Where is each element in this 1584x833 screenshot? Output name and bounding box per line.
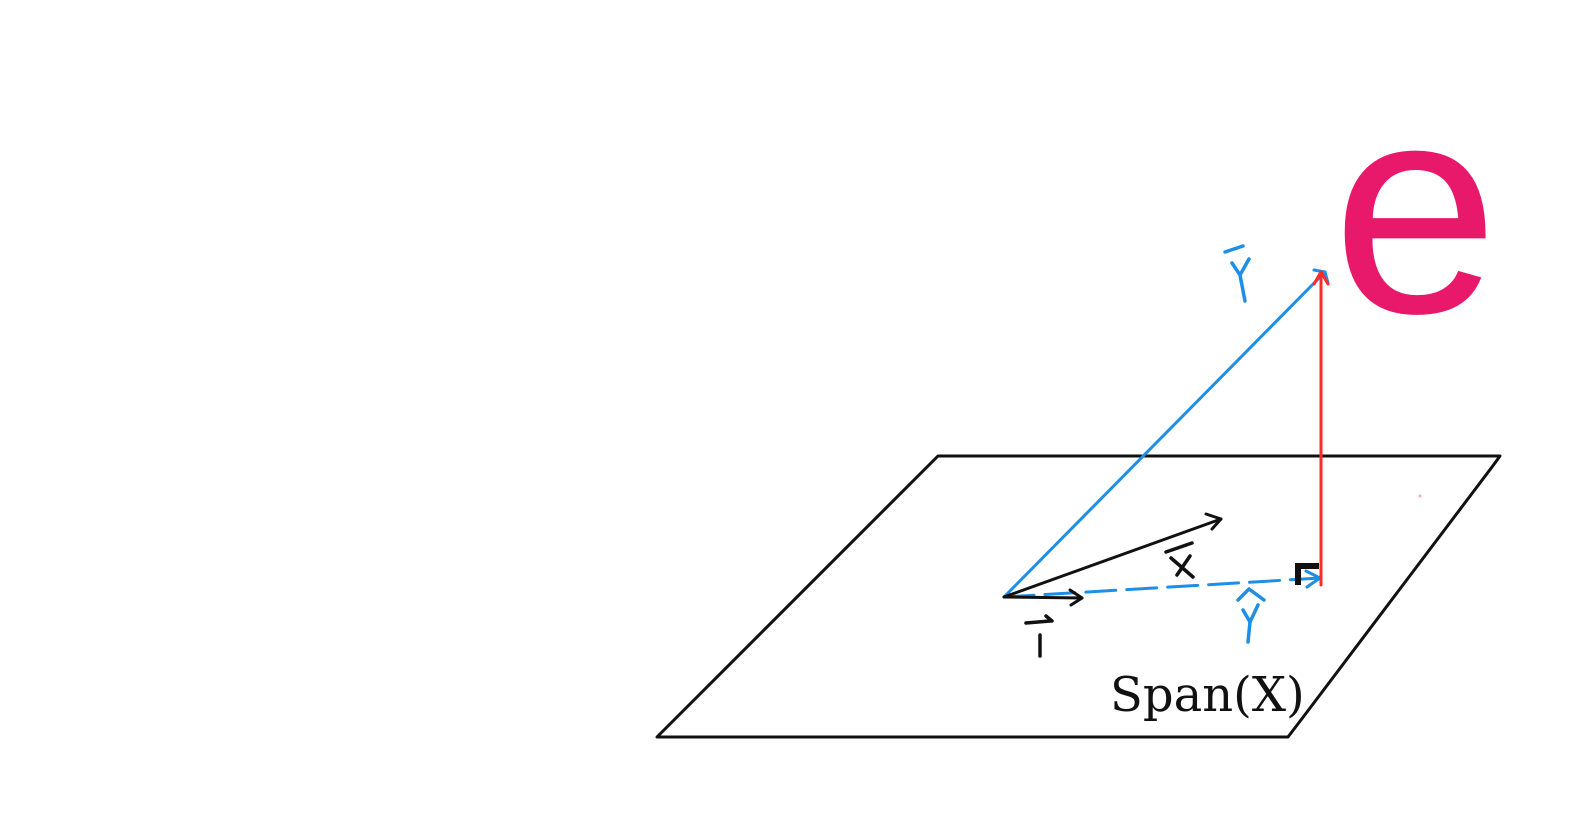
- residual-label: e: [1332, 58, 1499, 358]
- stray-mark: [1419, 495, 1422, 498]
- y-hat-label: [1238, 589, 1264, 642]
- y-hat-vector: [1004, 571, 1320, 597]
- residual-vector: [1314, 272, 1328, 585]
- y-label: [1225, 246, 1249, 301]
- x-label: [1166, 543, 1193, 577]
- one-label: [1026, 616, 1052, 656]
- y-vector: [1004, 270, 1328, 597]
- span-label: Span(X): [1110, 667, 1305, 723]
